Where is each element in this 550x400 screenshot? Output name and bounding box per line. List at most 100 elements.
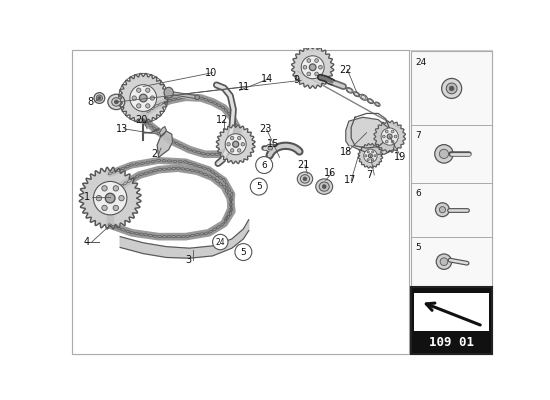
Circle shape (367, 151, 369, 153)
Text: 14: 14 (261, 74, 273, 84)
Ellipse shape (195, 95, 200, 100)
Bar (72, 50, 409, 354)
Text: 11: 11 (238, 82, 250, 92)
Circle shape (446, 83, 457, 94)
Bar (411, 287, 492, 354)
Ellipse shape (164, 87, 173, 98)
Circle shape (440, 258, 448, 266)
Circle shape (365, 155, 367, 157)
Ellipse shape (375, 102, 380, 106)
Circle shape (307, 59, 311, 62)
Bar (411, 51, 492, 354)
Text: 18: 18 (340, 147, 352, 157)
Circle shape (256, 156, 273, 174)
Circle shape (315, 72, 318, 76)
Circle shape (136, 88, 141, 92)
Ellipse shape (266, 144, 275, 152)
Ellipse shape (316, 179, 333, 194)
Circle shape (102, 186, 107, 191)
Circle shape (235, 244, 252, 260)
Polygon shape (358, 144, 383, 168)
Text: 10: 10 (205, 68, 217, 78)
Circle shape (449, 86, 454, 91)
Circle shape (233, 141, 239, 147)
Ellipse shape (367, 99, 373, 104)
Circle shape (434, 145, 453, 163)
Text: 12: 12 (217, 115, 229, 125)
Bar (414, 294, 489, 331)
Polygon shape (346, 117, 395, 154)
Ellipse shape (346, 88, 353, 93)
Circle shape (315, 59, 318, 62)
Text: 5: 5 (415, 243, 421, 252)
Polygon shape (157, 131, 173, 157)
Circle shape (372, 151, 374, 153)
Circle shape (225, 134, 246, 155)
Circle shape (386, 130, 388, 133)
Text: 109 01: 109 01 (429, 336, 474, 350)
Text: 7: 7 (415, 131, 421, 140)
Circle shape (367, 159, 369, 161)
Polygon shape (374, 121, 405, 152)
Polygon shape (169, 91, 197, 99)
Text: 23: 23 (258, 124, 271, 134)
Text: 3: 3 (186, 255, 192, 265)
Circle shape (146, 104, 150, 108)
Circle shape (96, 196, 102, 201)
Text: 5: 5 (240, 248, 246, 256)
Polygon shape (119, 74, 168, 123)
Circle shape (113, 186, 118, 191)
Ellipse shape (268, 146, 273, 150)
Circle shape (382, 135, 385, 138)
Polygon shape (120, 220, 249, 258)
Circle shape (227, 142, 230, 146)
Text: 9: 9 (294, 75, 300, 85)
Circle shape (136, 104, 141, 108)
Circle shape (150, 96, 155, 100)
Circle shape (391, 140, 394, 143)
Ellipse shape (303, 177, 307, 181)
Text: 21: 21 (297, 160, 310, 170)
Text: 6: 6 (415, 189, 421, 198)
Ellipse shape (114, 100, 118, 104)
Polygon shape (292, 46, 334, 88)
Polygon shape (160, 126, 166, 136)
Text: 7: 7 (366, 170, 373, 180)
Circle shape (301, 56, 324, 79)
Circle shape (113, 205, 118, 211)
Circle shape (307, 72, 311, 76)
Circle shape (212, 234, 228, 250)
Text: 19: 19 (394, 152, 406, 162)
Text: 20: 20 (135, 115, 148, 125)
Text: 24: 24 (415, 58, 426, 67)
Ellipse shape (300, 175, 310, 183)
Circle shape (436, 203, 449, 217)
Ellipse shape (298, 172, 312, 186)
Circle shape (102, 205, 107, 211)
Circle shape (372, 159, 374, 161)
Ellipse shape (96, 95, 102, 101)
Polygon shape (79, 167, 141, 229)
Circle shape (119, 196, 124, 201)
Ellipse shape (354, 92, 360, 97)
Text: 6: 6 (261, 160, 267, 170)
Ellipse shape (112, 98, 121, 106)
Circle shape (374, 155, 376, 157)
Text: 16: 16 (324, 168, 337, 178)
Circle shape (105, 193, 115, 203)
Circle shape (230, 136, 234, 140)
Circle shape (387, 134, 392, 139)
Circle shape (238, 149, 241, 152)
Circle shape (381, 128, 398, 145)
Ellipse shape (108, 94, 125, 110)
Text: 4: 4 (84, 237, 90, 247)
Circle shape (241, 142, 245, 146)
Text: 22: 22 (340, 64, 352, 74)
Circle shape (139, 94, 147, 102)
Ellipse shape (319, 182, 329, 191)
Ellipse shape (360, 94, 367, 100)
Circle shape (394, 135, 397, 138)
Circle shape (391, 130, 394, 133)
Text: 1: 1 (84, 192, 90, 202)
Circle shape (386, 140, 388, 143)
